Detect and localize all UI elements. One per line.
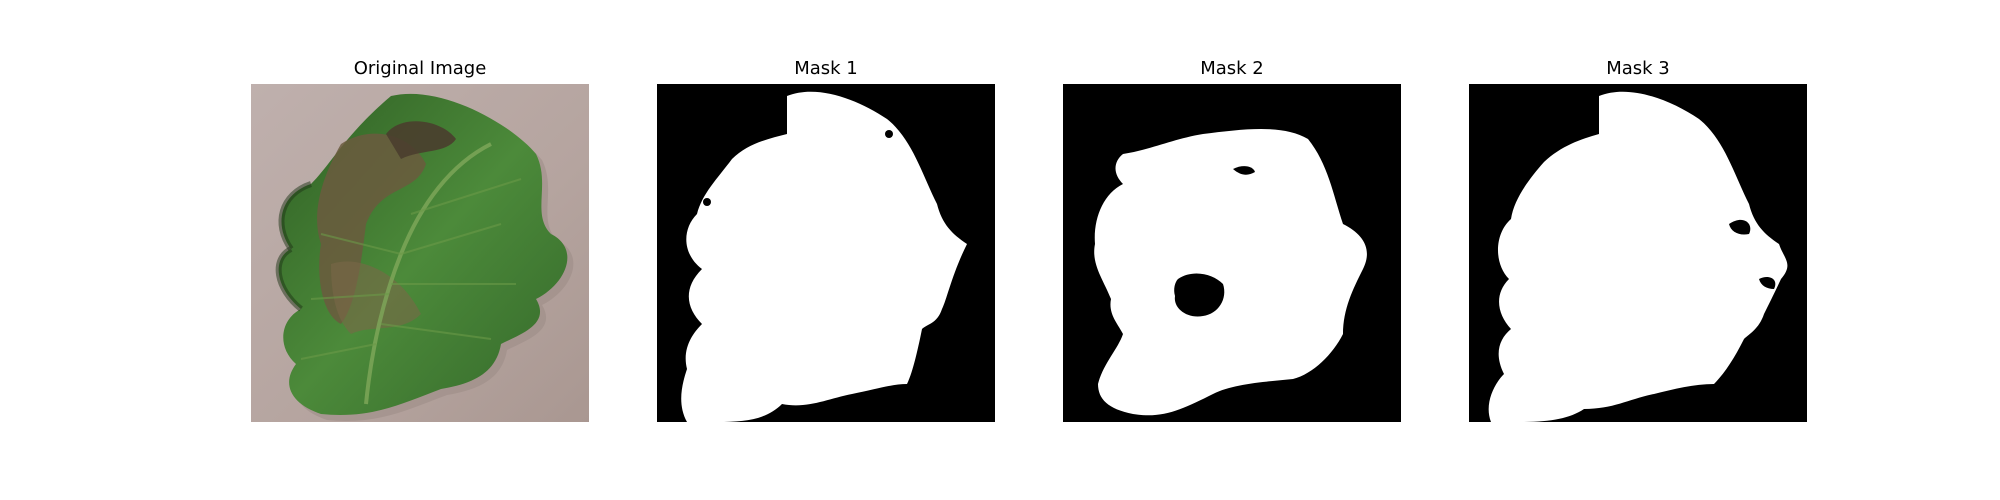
mask-2-image bbox=[1063, 84, 1401, 422]
panel-title: Mask 1 bbox=[794, 58, 858, 79]
mask-1-image bbox=[657, 84, 995, 422]
mask-foreground bbox=[681, 91, 967, 422]
panel-title: Original Image bbox=[353, 58, 487, 79]
mask-foreground bbox=[1488, 91, 1788, 422]
mask-hole bbox=[1174, 273, 1225, 317]
panel-title: Mask 3 bbox=[1606, 58, 1670, 79]
panel-mask-1: Mask 1 bbox=[657, 0, 995, 500]
original-leaf-photo bbox=[251, 84, 589, 422]
panel-mask-2: Mask 2 bbox=[1063, 0, 1401, 500]
mask-foreground bbox=[1094, 129, 1367, 416]
mask-3-image bbox=[1469, 84, 1807, 422]
panel-original-image: Original Image bbox=[251, 0, 589, 500]
panel-mask-3: Mask 3 bbox=[1469, 0, 1807, 500]
panel-title: Mask 2 bbox=[1200, 58, 1264, 79]
